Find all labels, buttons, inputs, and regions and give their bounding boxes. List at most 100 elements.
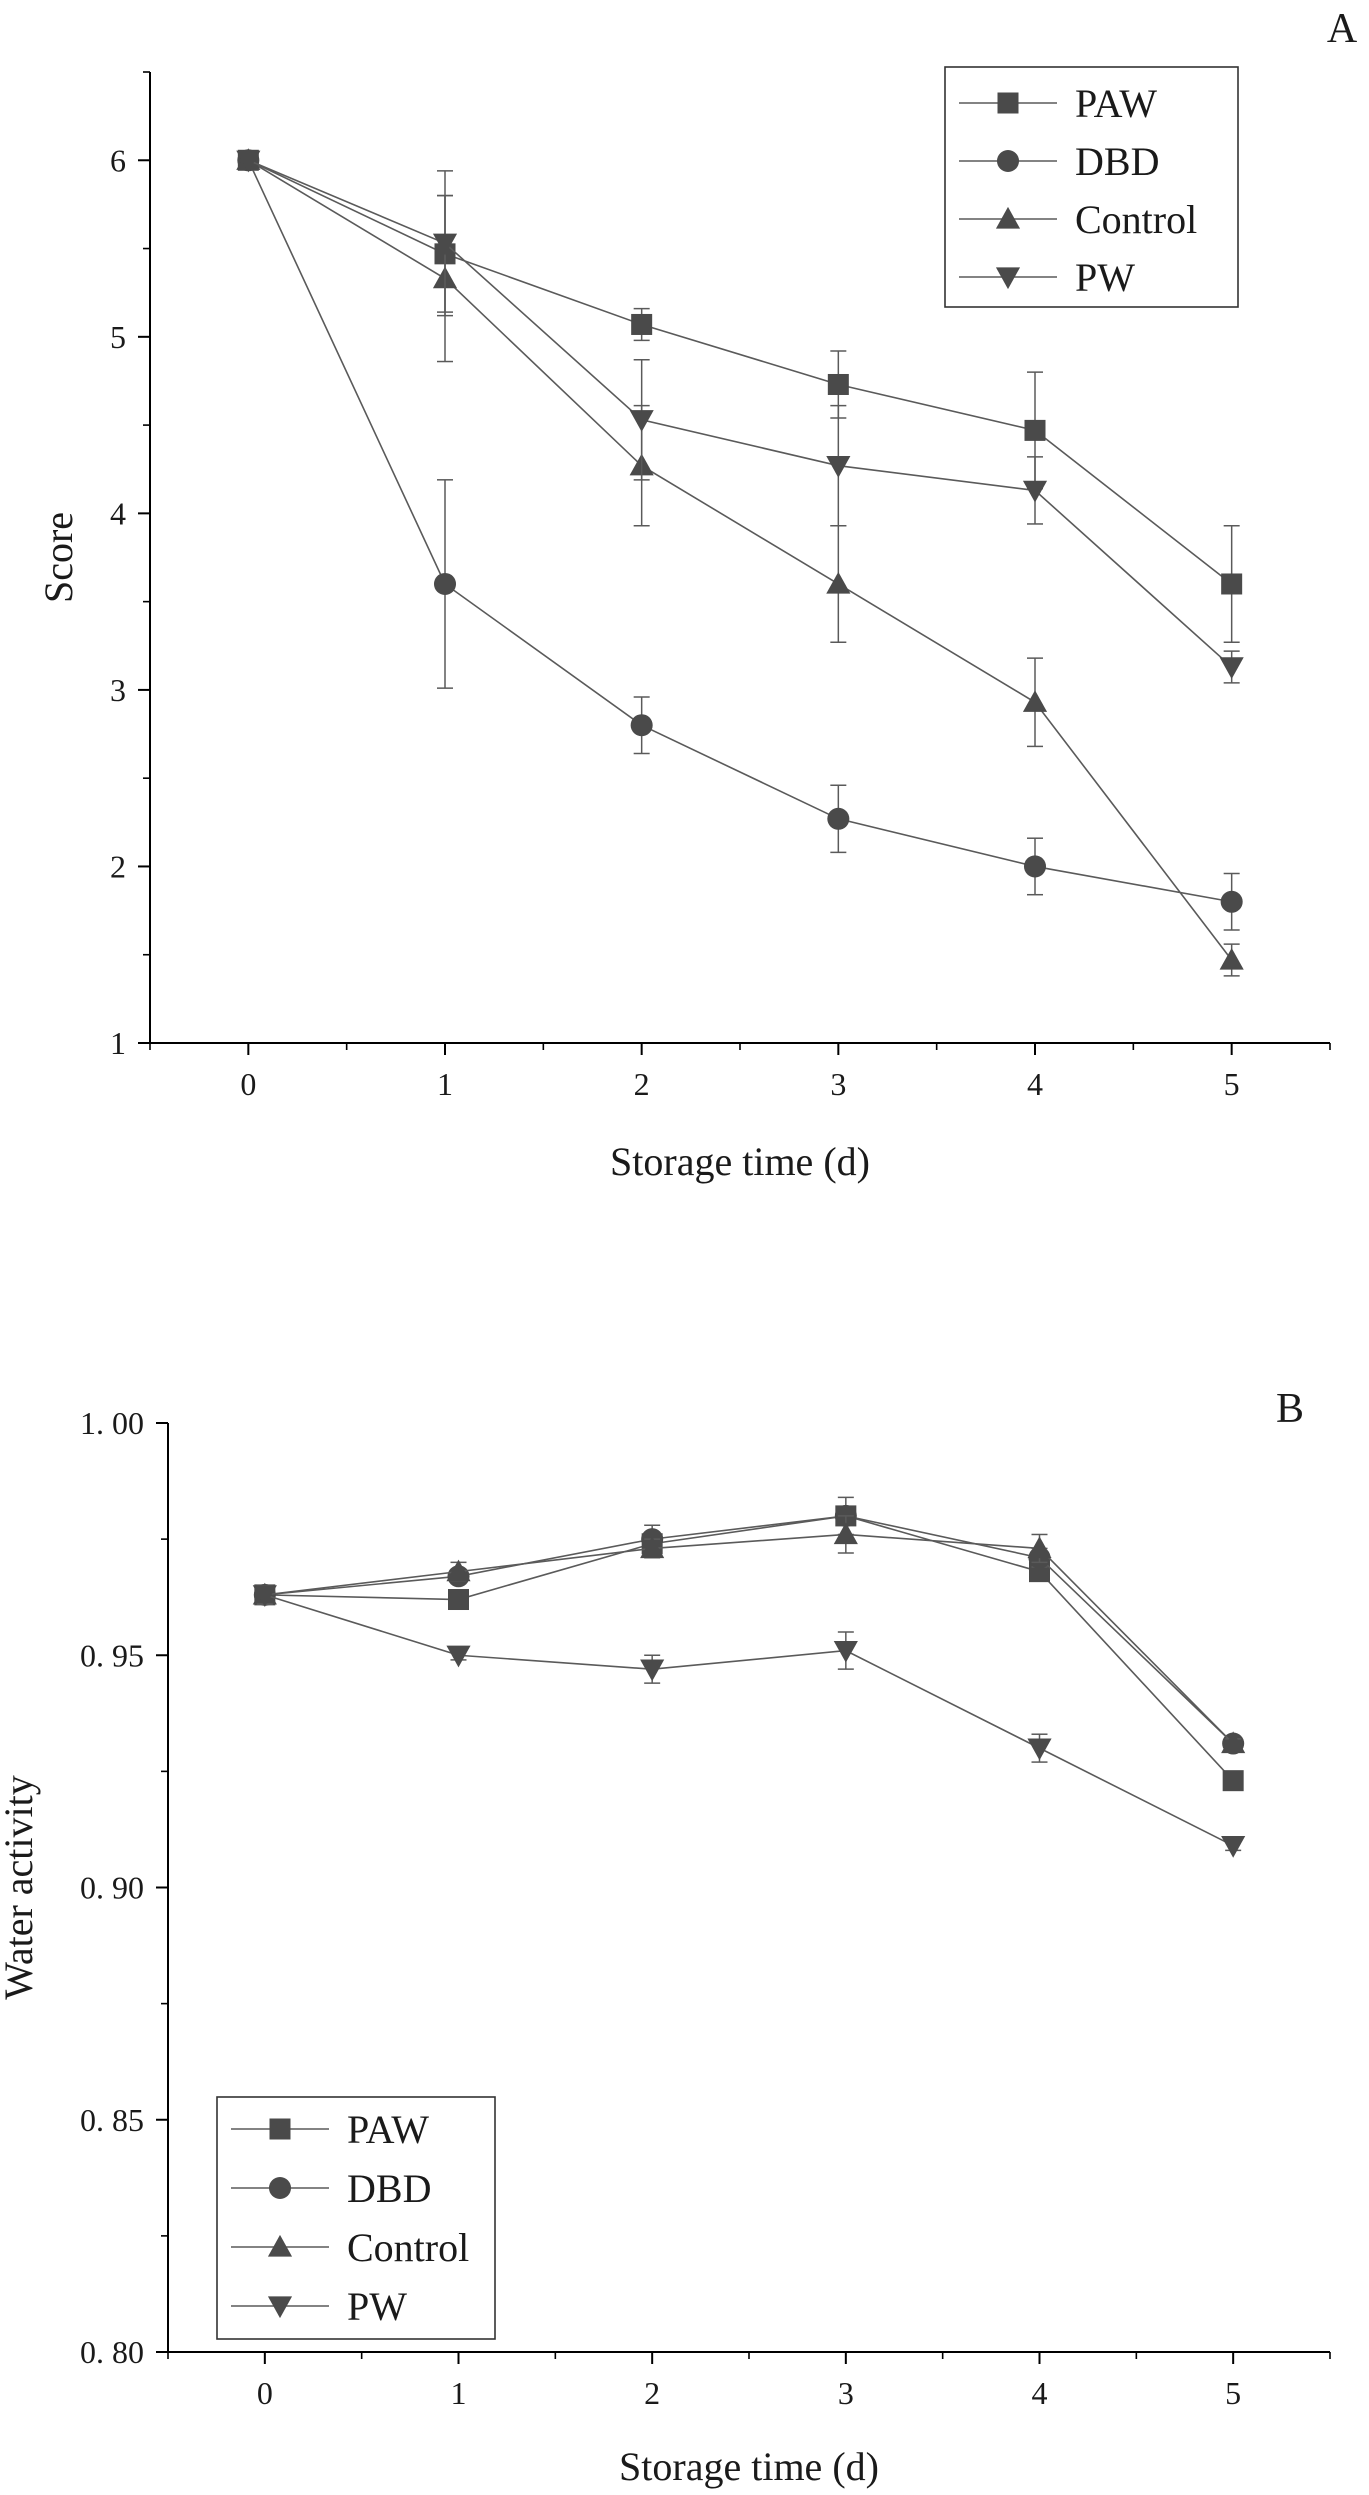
legend-marker [996, 149, 1020, 173]
data-point [432, 233, 458, 256]
legend-item-dbd: DBD [959, 139, 1159, 184]
x-axis-label: Storage time (d) [619, 2444, 879, 2489]
data-point [1027, 1738, 1052, 1761]
series-pw [252, 1584, 1246, 1858]
panel-a-chart: 0 1 2 3 4 5 1 2 3 4 5 6 Storage time (d) Score A PAW DBD… [36, 6, 1358, 1184]
y-tick-label: 0. 85 [80, 2102, 144, 2138]
legend-marker [995, 267, 1021, 290]
x-tick-label: 5 [1224, 1066, 1240, 1102]
data-point [640, 1659, 665, 1682]
legend-marker [269, 2118, 291, 2140]
series-line [264, 1515, 1234, 1782]
data-point [1220, 890, 1243, 913]
legend-label: Control [1075, 197, 1197, 242]
data-point [827, 373, 849, 395]
data-point [1221, 1731, 1246, 1754]
data-point [1219, 657, 1244, 680]
legend-label: PW [347, 2284, 407, 2329]
y-tick-label: 2 [110, 848, 126, 884]
y-tick-label: 1 [110, 1025, 126, 1061]
legend-item-control: Control [959, 197, 1197, 242]
data-point [446, 1645, 471, 1668]
series-control [252, 1515, 1246, 1754]
data-point [252, 1585, 277, 1607]
series-line [264, 1533, 1234, 1745]
data-point [1024, 419, 1046, 441]
panel-label: B [1276, 1386, 1304, 1432]
legend-label: Control [347, 2225, 469, 2270]
series-dbd [253, 1496, 1245, 1755]
series-pw [236, 150, 1244, 684]
legend-item-dbd: DBD [231, 2166, 431, 2211]
legend-marker [995, 206, 1021, 229]
legend-marker [267, 2234, 293, 2257]
legend-marker [268, 2176, 292, 2200]
series-paw [254, 1505, 1244, 1792]
y-tick-label: 0. 90 [80, 1870, 144, 1906]
x-tick-label: 1 [451, 2375, 467, 2411]
x-axis-label: Storage time (d) [610, 1139, 870, 1184]
data-point [629, 410, 654, 432]
x-tick-label: 4 [1032, 2375, 1048, 2411]
y-tick-label: 5 [110, 319, 126, 355]
legend-item-pw: PW [959, 255, 1135, 300]
series-line [247, 159, 1232, 903]
x-tick-label: 2 [644, 2375, 660, 2411]
panel-label: A [1327, 6, 1358, 52]
data-point [1023, 855, 1047, 878]
series-line [247, 159, 1233, 961]
data-point [446, 1559, 471, 1582]
data-point [833, 1522, 858, 1545]
legend: PAW DBD Control PW [944, 66, 1239, 308]
series-line [264, 1594, 1234, 1847]
y-tick-label: 0. 95 [80, 1637, 144, 1673]
data-point [1221, 573, 1243, 595]
x-tick-label: 0 [257, 2375, 273, 2411]
data-point [630, 714, 653, 737]
data-point [640, 1536, 665, 1559]
y-axis-label: Water activity [0, 1775, 41, 1999]
legend-item-control: Control [231, 2225, 469, 2270]
legend-label: PAW [347, 2107, 429, 2152]
legend-item-pw: PW [231, 2284, 407, 2329]
x-tick-label: 1 [437, 1066, 453, 1102]
data-point [631, 313, 653, 335]
data-point [827, 807, 850, 830]
legend-item-paw: PAW [959, 81, 1157, 126]
x-tick-label: 3 [830, 1066, 846, 1102]
y-tick-label: 3 [110, 672, 126, 708]
legend-item-paw: PAW [231, 2107, 429, 2152]
y-axis-label: Score [36, 512, 81, 603]
x-tick-label: 3 [838, 2375, 854, 2411]
panel-b-chart: 0 1 2 3 4 5 0. 80 0. 85 0. 90 0. 95 1. 00 Storage t… [0, 1386, 1331, 2489]
series-line [247, 159, 1233, 585]
legend: PAW DBD Control PW [216, 2096, 496, 2340]
y-tick-label: 6 [110, 142, 126, 178]
legend-box [944, 66, 1239, 308]
data-point [833, 1640, 858, 1663]
legend-marker [997, 92, 1019, 114]
legend-label: PW [1075, 255, 1135, 300]
series-line [264, 1515, 1234, 1745]
data-point [433, 572, 457, 596]
y-tick-label: 0. 80 [80, 2334, 144, 2370]
x-tick-label: 2 [634, 1066, 650, 1102]
data-point [1027, 1536, 1052, 1559]
data-point [1022, 480, 1048, 503]
x-tick-label: 0 [240, 1066, 256, 1102]
legend-box [216, 2096, 496, 2340]
series-line [248, 159, 1233, 668]
legend-marker [267, 2296, 293, 2319]
y-tick-label: 1. 00 [80, 1405, 144, 1441]
x-tick-label: 5 [1225, 2375, 1241, 2411]
data-point [448, 1589, 469, 1611]
legend-label: DBD [1075, 139, 1159, 184]
legend-label: PAW [1075, 81, 1157, 126]
data-point [236, 150, 261, 173]
data-point [1221, 1836, 1246, 1858]
x-tick-label: 4 [1027, 1066, 1043, 1102]
data-point [826, 571, 851, 594]
legend-label: DBD [347, 2166, 431, 2211]
data-point [1022, 690, 1048, 712]
